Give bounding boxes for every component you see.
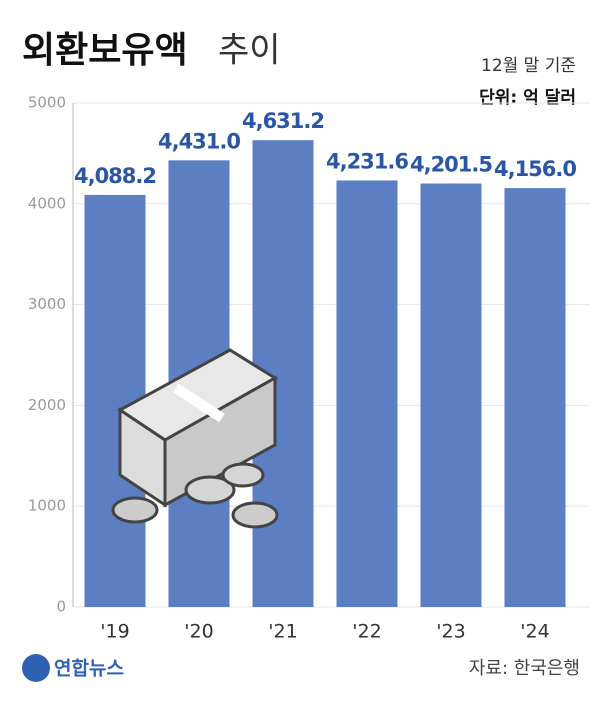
x-tick-label: '22	[352, 621, 381, 643]
note: 12월 말 기준	[481, 56, 576, 76]
bar	[336, 180, 398, 608]
y-tick-label: 3000	[28, 295, 66, 313]
x-tick-label: '21	[268, 621, 297, 643]
money-illustration	[111, 348, 279, 529]
bar	[420, 183, 482, 607]
value-label: 4,156.0	[494, 157, 576, 181]
logo-icon	[22, 654, 50, 682]
y-tick-label: 5000	[28, 94, 66, 112]
value-label: 4,201.5	[410, 152, 492, 176]
value-label: 4,231.6	[326, 149, 408, 173]
x-tick-label: '19	[100, 621, 129, 643]
value-label: 4,088.2	[74, 164, 156, 188]
value-label: 4,431.0	[158, 129, 240, 153]
y-tick-label: 4000	[28, 194, 66, 212]
x-tick-label: '24	[520, 621, 549, 643]
bar	[504, 188, 566, 607]
chart-title-suffix: 추이	[218, 31, 281, 71]
x-tick-label: '20	[184, 621, 213, 643]
y-tick-label: 1000	[28, 497, 66, 515]
source: 자료: 한국은행	[469, 658, 580, 679]
y-tick-label: 2000	[28, 396, 66, 414]
x-tick-label: '23	[436, 621, 465, 643]
unit-note: 단위: 억 달러	[479, 87, 576, 108]
value-label: 4,631.2	[242, 109, 324, 133]
logo: 연합뉴스	[54, 658, 124, 680]
y-tick-label: 0	[56, 598, 66, 616]
chart-title: 외환보유액	[22, 30, 188, 71]
